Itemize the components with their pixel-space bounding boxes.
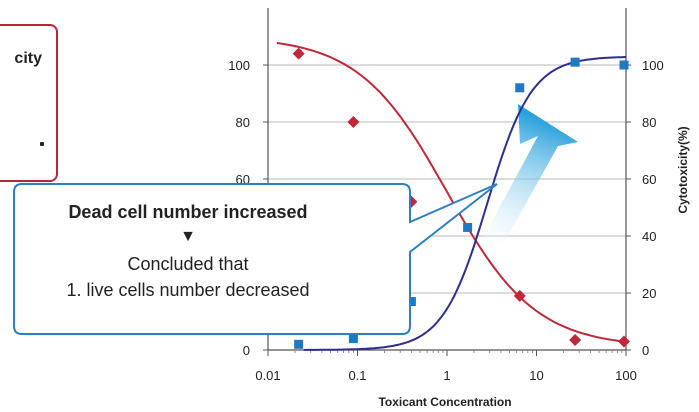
y-tick-label: 0 [243, 343, 250, 358]
y2-tick-label: 40 [642, 229, 656, 244]
callout-line-1: Concluded that [127, 254, 249, 274]
x-axis-title: Toxicant Concentration [378, 395, 511, 409]
legend-dot [40, 142, 44, 146]
legend-text: city [14, 50, 42, 67]
y2-tick-label: 0 [642, 343, 649, 358]
callout: Dead cell number increased ▼ Concluded t… [12, 196, 364, 336]
legend-box: city [0, 24, 58, 182]
y2-tick-label: 60 [642, 172, 656, 187]
series-2-point [619, 60, 629, 70]
series-1-line [276, 42, 627, 343]
x-tick-label: 0.01 [255, 368, 280, 383]
series-1-point [618, 335, 631, 348]
series-2-point [348, 334, 358, 344]
series-2-point [406, 297, 416, 307]
y2-tick-label: 80 [642, 115, 656, 130]
series-1-point [569, 334, 582, 347]
callout-line-2: 1. live cells number decreased [66, 280, 310, 300]
y-tick-label: 100 [228, 58, 250, 73]
down-arrow-icon: ▼ [180, 228, 196, 245]
series-1-point [513, 289, 526, 302]
y2-axis-title: Cytotoxicity(%) [676, 126, 690, 213]
y2-tick-label: 20 [642, 286, 656, 301]
trend-arrow [482, 104, 578, 250]
y2-tick-label: 100 [642, 58, 664, 73]
callout-heading: Dead cell number increased [68, 202, 308, 222]
y-tick-label: 80 [236, 115, 250, 130]
series-2-point [294, 339, 304, 349]
x-tick-label: 100 [615, 368, 637, 383]
series-1-point [347, 116, 360, 128]
callout-bubble [13, 183, 498, 335]
series [276, 42, 631, 351]
x-tick-label: 10 [529, 368, 543, 383]
x-tick-label: 0.1 [348, 368, 366, 383]
series-1-point [292, 47, 305, 60]
series-2-point [463, 222, 473, 232]
series-2-point [570, 57, 580, 67]
series-2-point [515, 83, 525, 93]
x-tick-label: 1 [443, 368, 450, 383]
